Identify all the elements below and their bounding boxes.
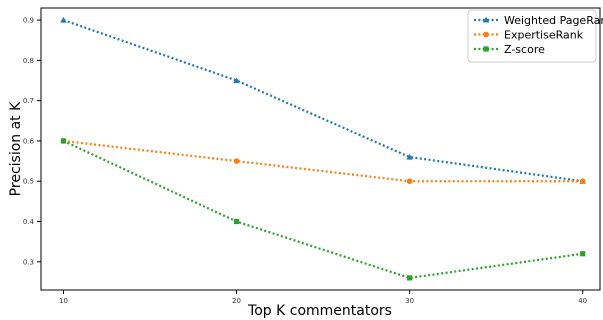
x-axis-label: Top K commentators — [247, 303, 392, 319]
legend-label: Weighted PageRank — [504, 14, 603, 27]
y-axis: 0.3 0.4 0.5 0.6 0.7 0.8 0.9 — [23, 17, 41, 266]
y-tick-label: 0.3 — [23, 258, 34, 266]
data-point — [407, 275, 413, 281]
series-2 — [60, 138, 586, 281]
data-point — [580, 251, 586, 257]
legend-marker — [482, 16, 490, 23]
legend-label: Z-score — [504, 43, 545, 56]
legend-label: ExpertiseRank — [504, 29, 584, 42]
series-line — [63, 139, 583, 183]
y-tick-label: 0.8 — [23, 57, 34, 65]
x-tick-label: 20 — [232, 297, 241, 305]
data-point — [233, 77, 240, 84]
data-point — [233, 158, 240, 164]
legend-entry: Weighted PageRank — [474, 14, 603, 27]
series-line — [63, 139, 583, 280]
legend-marker — [483, 31, 489, 38]
y-axis-label: Precision at K — [8, 101, 24, 196]
legend-entry: Z-score — [474, 43, 545, 56]
y-tick-label: 0.7 — [23, 97, 34, 105]
x-tick-label: 40 — [578, 297, 587, 305]
data-point — [406, 178, 413, 185]
y-tick-label: 0.5 — [23, 178, 34, 186]
series-layer — [60, 16, 586, 281]
data-point — [60, 16, 67, 23]
x-tick-label: 30 — [405, 297, 414, 305]
data-point — [579, 178, 586, 185]
y-tick-label: 0.9 — [23, 17, 34, 25]
data-point — [406, 153, 413, 160]
x-axis: 10 20 30 40 — [59, 290, 587, 305]
legend-box — [467, 9, 597, 63]
series-line — [63, 19, 583, 183]
legend-entry: ExpertiseRank — [474, 29, 584, 42]
y-tick-label: 0.6 — [23, 137, 35, 145]
data-point — [60, 138, 67, 144]
legend-marker — [483, 46, 489, 52]
y-tick-label: 0.4 — [23, 218, 35, 226]
x-tick-label: 10 — [59, 297, 68, 305]
data-point — [233, 218, 240, 225]
